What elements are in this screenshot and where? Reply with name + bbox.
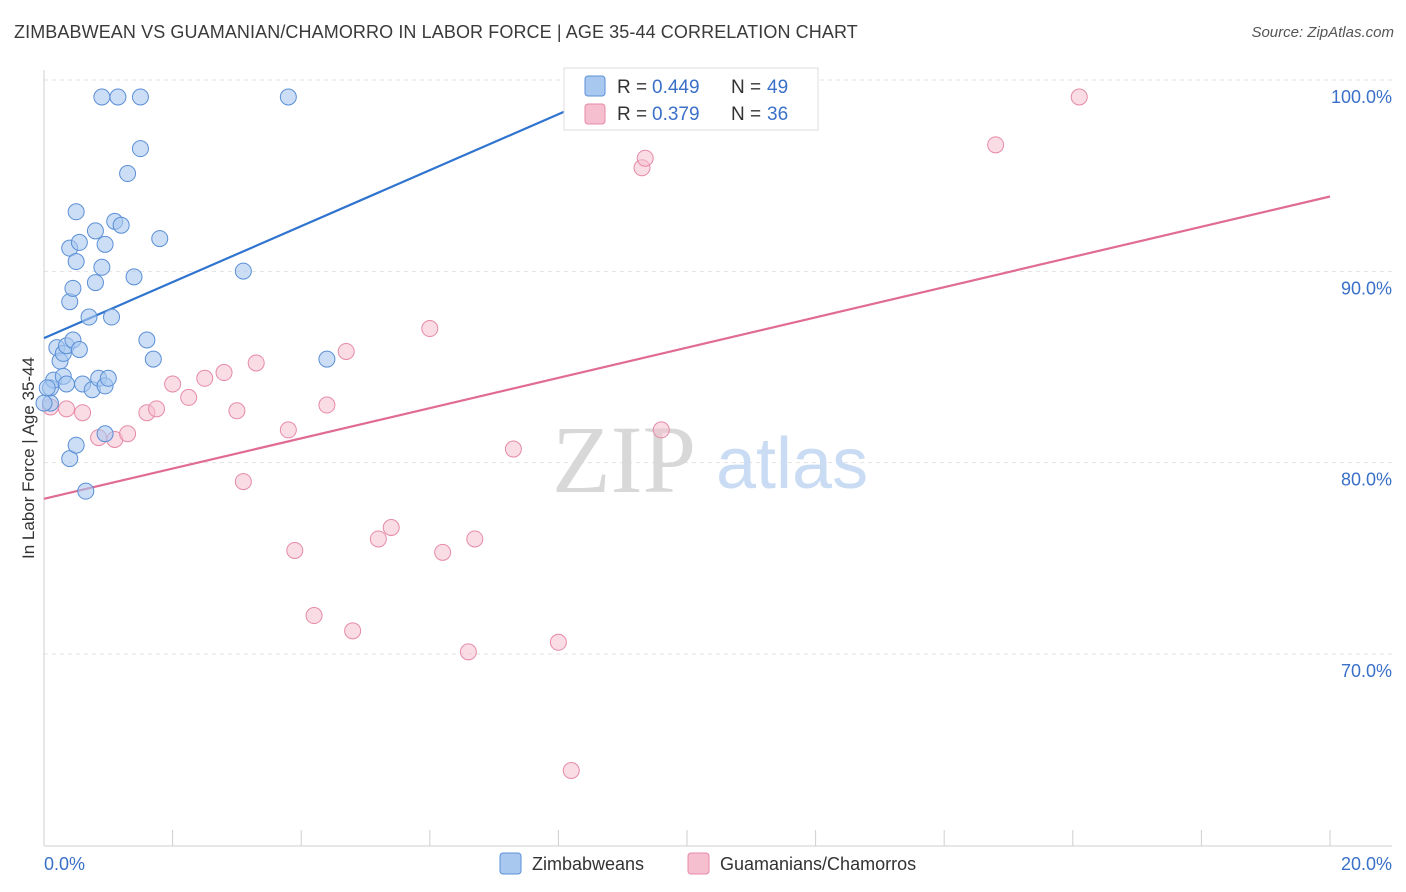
point-guamanians xyxy=(234,473,252,491)
point-guamanians xyxy=(180,388,198,406)
x-axis-ticks xyxy=(43,830,1331,846)
point-zimbabweans xyxy=(64,279,82,297)
bottom-legend-zimbabweans: Zimbabweans xyxy=(532,854,644,874)
point-guamanians xyxy=(636,149,654,167)
point-zimbabweans xyxy=(318,350,336,368)
point-zimbabweans xyxy=(67,436,85,454)
point-zimbabweans xyxy=(103,308,121,326)
point-guamanians xyxy=(337,342,355,360)
point-guamanians xyxy=(318,396,336,414)
point-zimbabweans xyxy=(138,331,156,349)
y-axis-title: In Labor Force | Age 35-44 xyxy=(19,357,38,559)
chart-title: ZIMBABWEAN VS GUAMANIAN/CHAMORRO IN LABO… xyxy=(14,22,858,42)
point-guamanians xyxy=(74,404,92,422)
legend-r-value-1: 0.449 xyxy=(652,77,700,98)
point-guamanians xyxy=(148,400,166,418)
point-zimbabweans xyxy=(109,88,127,106)
series-legend: Zimbabweans Guamanians/Chamorros xyxy=(499,852,916,875)
point-guamanians xyxy=(58,400,76,418)
point-guamanians xyxy=(382,519,400,536)
legend-swatch-zimbabweans xyxy=(584,75,606,97)
source-label: Source: ZipAtlas.com xyxy=(1251,24,1394,41)
grid-lines xyxy=(44,79,1392,655)
x-tick-label-max: 20.0% xyxy=(1341,854,1392,874)
legend-swatch-guamanians xyxy=(584,103,606,125)
point-zimbabweans xyxy=(96,235,114,253)
y-tick-label: 90.0% xyxy=(1341,278,1392,298)
trend-lines xyxy=(43,76,1331,500)
point-zimbabweans xyxy=(119,165,137,183)
point-guamanians xyxy=(228,402,246,420)
point-guamanians xyxy=(164,375,182,393)
y-tick-label: 100.0% xyxy=(1331,87,1392,107)
point-guamanians xyxy=(119,425,137,443)
point-zimbabweans xyxy=(93,88,111,106)
point-zimbabweans xyxy=(77,482,95,500)
point-zimbabweans xyxy=(67,253,85,271)
point-zimbabweans xyxy=(70,233,88,251)
legend-n-label-1: N = xyxy=(731,77,761,98)
point-guamanians xyxy=(421,320,439,338)
point-zimbabweans xyxy=(86,222,104,240)
legend-r-value-2: 0.379 xyxy=(652,104,700,125)
bottom-legend-swatch-guamanians xyxy=(687,852,710,875)
point-zimbabweans xyxy=(279,88,297,106)
point-guamanians xyxy=(196,369,214,387)
series-zimbabweans-points xyxy=(35,88,741,500)
point-guamanians xyxy=(305,607,323,625)
point-guamanians xyxy=(344,622,362,640)
point-guamanians xyxy=(369,530,387,548)
point-zimbabweans xyxy=(151,230,169,248)
x-tick-label-min: 0.0% xyxy=(44,854,85,874)
point-guamanians xyxy=(459,643,477,661)
watermark-zip: ZIP xyxy=(552,406,696,513)
point-zimbabweans xyxy=(86,274,104,292)
point-zimbabweans xyxy=(99,369,117,387)
point-zimbabweans xyxy=(80,308,98,326)
point-zimbabweans xyxy=(144,350,162,368)
point-guamanians xyxy=(215,364,233,382)
point-zimbabweans xyxy=(125,268,143,286)
stats-legend: R = 0.449 N = 49 R = 0.379 N = 36 xyxy=(563,67,819,131)
point-zimbabweans xyxy=(131,88,149,106)
point-guamanians xyxy=(987,136,1005,154)
point-zimbabweans xyxy=(112,216,130,234)
point-guamanians xyxy=(247,354,265,372)
y-tick-label: 80.0% xyxy=(1341,470,1392,490)
point-guamanians xyxy=(434,543,452,561)
bottom-legend-guamanians: Guamanians/Chamorros xyxy=(720,854,916,874)
trendline-zimbabweans xyxy=(43,76,643,340)
y-tick-labels: 70.0% 80.0% 90.0% 100.0% xyxy=(1331,87,1392,681)
point-guamanians xyxy=(279,421,297,439)
legend-r-label-1: R = xyxy=(617,77,647,98)
stats-legend-box xyxy=(563,67,819,131)
point-zimbabweans xyxy=(93,258,111,276)
trendline-guamanians xyxy=(43,195,1331,500)
legend-r-label-2: R = xyxy=(617,104,647,125)
legend-n-value-2: 36 xyxy=(767,104,788,125)
point-zimbabweans xyxy=(38,379,56,397)
legend-n-value-1: 49 xyxy=(767,77,788,98)
point-guamanians xyxy=(286,541,304,559)
bottom-legend-swatch-zimbabweans xyxy=(499,852,522,875)
point-guamanians xyxy=(466,530,484,548)
point-zimbabweans xyxy=(58,375,76,393)
point-zimbabweans xyxy=(131,140,149,158)
legend-n-label-2: N = xyxy=(731,104,761,125)
y-tick-label: 70.0% xyxy=(1341,661,1392,681)
watermark-atlas: atlas xyxy=(716,424,868,504)
point-zimbabweans xyxy=(96,425,114,443)
point-zimbabweans xyxy=(67,203,85,221)
point-zimbabweans xyxy=(70,341,88,359)
point-guamanians xyxy=(1070,88,1088,106)
point-guamanians xyxy=(549,633,567,651)
point-zimbabweans xyxy=(234,262,252,280)
point-zimbabweans xyxy=(35,394,53,412)
point-guamanians xyxy=(504,440,522,458)
point-guamanians xyxy=(562,761,580,779)
point-guamanians xyxy=(652,421,670,439)
